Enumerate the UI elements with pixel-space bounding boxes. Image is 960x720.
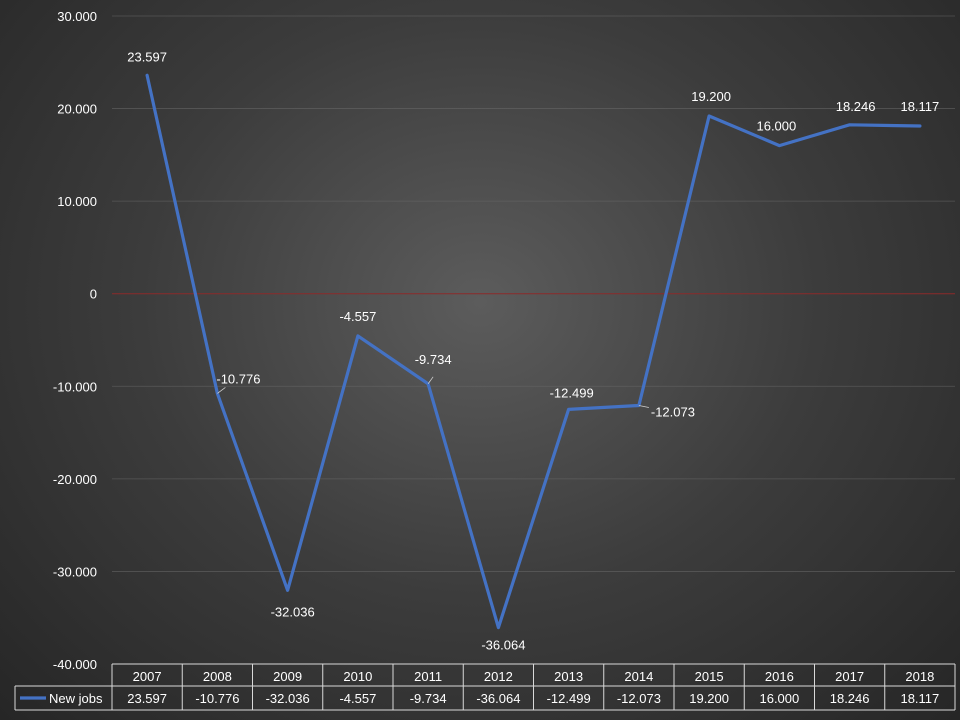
data-label: -4.557 [339, 309, 376, 324]
y-axis: 30.000 20.000 10.000 0 -10.000 -20.000 -30.000… [53, 9, 97, 672]
x-category-label: 2015 [695, 669, 724, 684]
data-label: -10.776 [216, 371, 260, 386]
x-category-label: 2014 [624, 669, 653, 684]
y-tick-label: -10.000 [53, 379, 97, 394]
table-value: 18.117 [900, 691, 939, 706]
x-category-label: 2017 [835, 669, 864, 684]
leader-line [427, 376, 434, 385]
data-label: 18.117 [900, 99, 939, 114]
x-category-label: 2011 [414, 669, 442, 684]
table-value: -12.499 [547, 691, 591, 706]
data-label: -12.499 [550, 385, 594, 400]
data-label: 19.200 [691, 89, 731, 104]
x-category-label: 2013 [554, 669, 583, 684]
table-value: 16.000 [759, 691, 799, 706]
table-value: 19.200 [689, 691, 729, 706]
table-value: 18.246 [830, 691, 870, 706]
x-category-label: 2010 [343, 669, 372, 684]
table-value: -32.036 [266, 691, 310, 706]
table-value: -12.073 [617, 691, 661, 706]
table-value: -9.734 [410, 691, 447, 706]
y-tick-label: -40.000 [53, 657, 97, 672]
data-labels: 23.597 -10.776 -32.036 -4.557 -9.734 -36.064 -… [127, 49, 939, 652]
y-tick-label: -30.000 [53, 564, 97, 579]
data-table: 2007 23.597 2008 -10.776 2009 -32.036 2010 -4.5… [14, 663, 956, 711]
x-category-label: 2012 [484, 669, 513, 684]
gridlines [112, 15, 955, 572]
x-category-label: 2018 [905, 669, 934, 684]
table-value: -4.557 [339, 691, 376, 706]
data-label: -9.734 [415, 352, 452, 367]
data-label: -12.073 [651, 404, 695, 419]
table-value: -36.064 [476, 691, 520, 706]
x-category-label: 2007 [133, 669, 162, 684]
series-line-new-jobs [145, 73, 922, 630]
data-label: 16.000 [756, 119, 796, 134]
y-tick-label: -20.000 [53, 472, 97, 487]
leader-line [217, 387, 226, 394]
table-value: 23.597 [127, 691, 167, 706]
y-tick-label: 10.000 [57, 194, 97, 209]
data-label: -36.064 [481, 638, 525, 653]
x-category-label: 2016 [765, 669, 794, 684]
x-category-label: 2009 [273, 669, 302, 684]
legend-label-new-jobs: New jobs [49, 691, 103, 706]
x-category-label: 2008 [203, 669, 232, 684]
table-value: -10.776 [195, 691, 239, 706]
series-new-jobs [145, 73, 922, 630]
data-label: 18.246 [836, 99, 876, 114]
y-tick-label: 30.000 [57, 9, 97, 24]
y-tick-label: 20.000 [57, 102, 97, 117]
leader-line [638, 405, 649, 408]
y-tick-label: 0 [90, 287, 97, 302]
data-label: -32.036 [271, 604, 315, 619]
data-label: 23.597 [127, 49, 167, 64]
